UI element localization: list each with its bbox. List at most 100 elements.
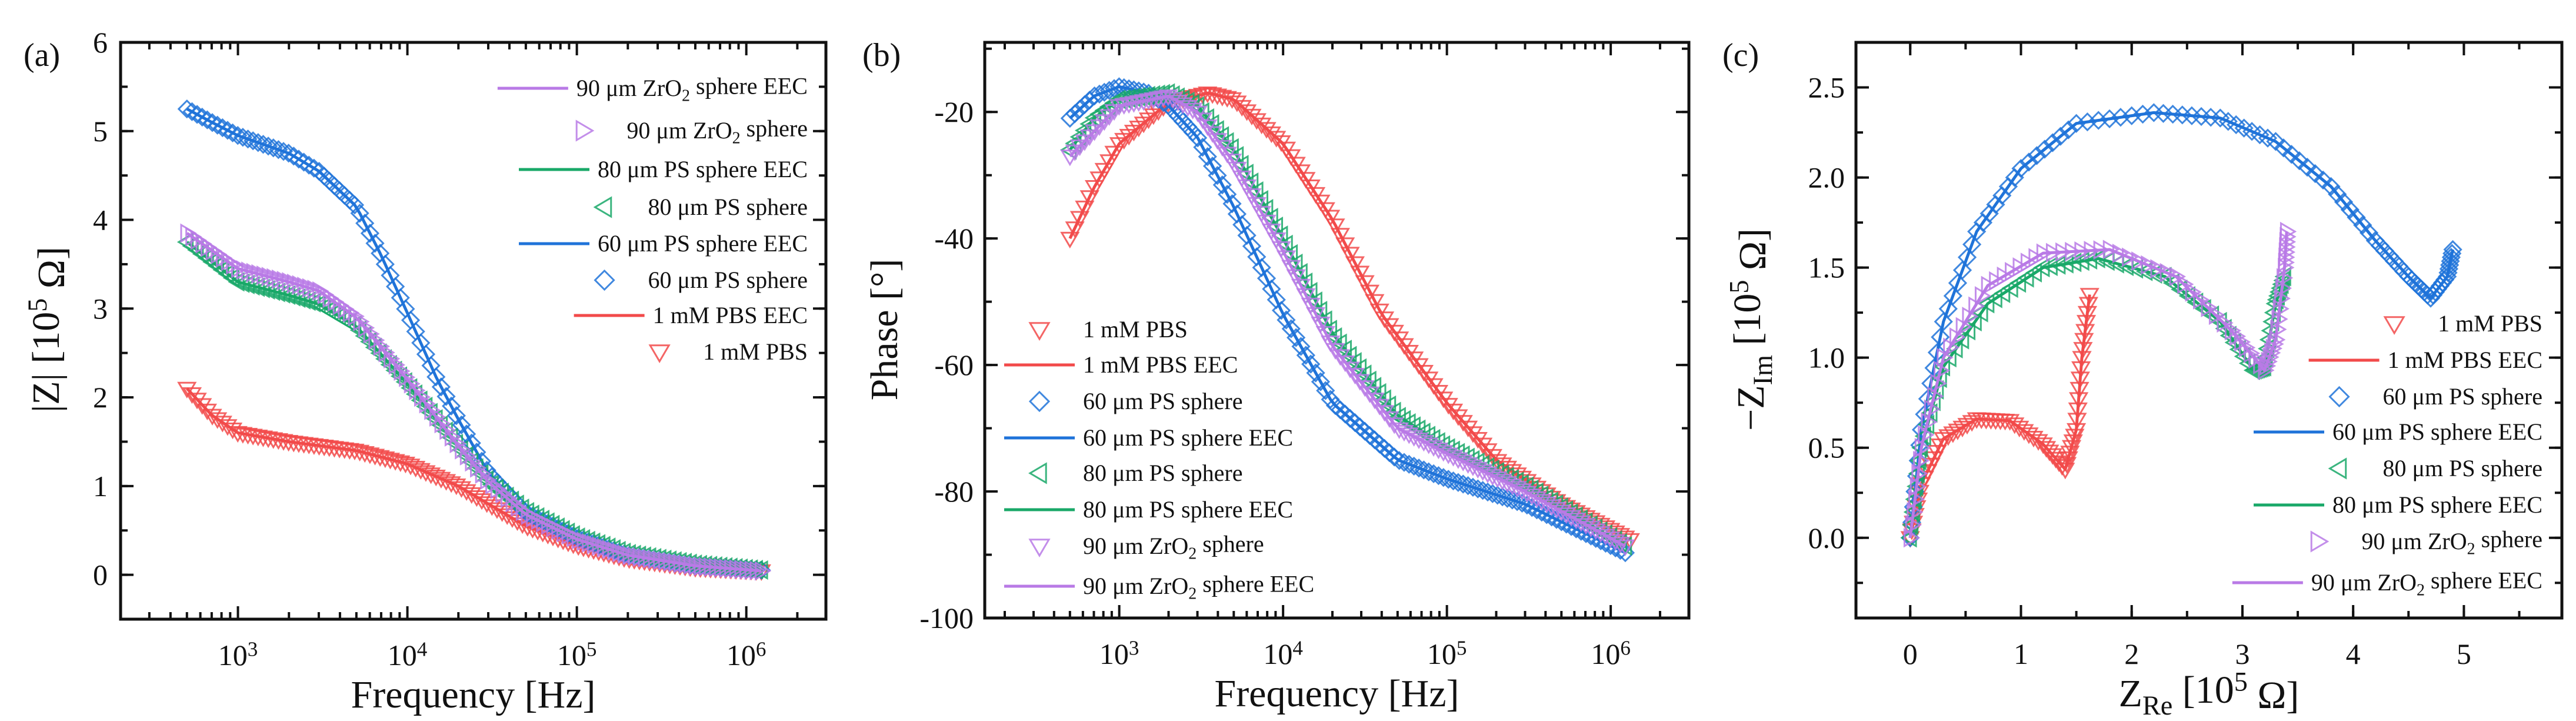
data-point-zro90 (1252, 205, 1272, 223)
data-point-ps60 (1938, 299, 1958, 318)
text-run: Ω] (30, 247, 73, 298)
data-point-zro90 (582, 533, 599, 553)
text-run: Ω] (1731, 228, 1774, 280)
ticks (1856, 42, 2562, 618)
text-run: sphere EEC (1197, 570, 1314, 597)
subscript: Re (2142, 690, 2172, 720)
legend-entry: 80 μm PS sphere (593, 194, 808, 220)
superscript: 6 (1620, 636, 1631, 659)
x-tick-label: 1 (2014, 637, 2028, 670)
data-point-ps60 (2078, 112, 2097, 132)
data-point-ps60 (365, 234, 385, 253)
data-point-ps60 (2347, 208, 2366, 227)
legend-marker-symbol (594, 269, 615, 291)
legend-entry: 80 μm PS sphere (1028, 460, 1242, 486)
y-tick-label: 6 (93, 26, 108, 59)
data-point-zro90 (286, 273, 304, 294)
legend-marker-symbol (2328, 386, 2350, 408)
data-point-zro90 (1311, 316, 1331, 334)
text-run: 60 μm PS sphere EEC (1083, 424, 1293, 451)
data-point-zro90 (2122, 247, 2139, 267)
data-point-ps60 (177, 99, 196, 119)
data-point-zro90 (480, 470, 497, 490)
legend-label: 1 mM PBS (1083, 316, 1188, 343)
data-point-zro90 (571, 530, 589, 550)
data-point-zro90 (511, 497, 528, 517)
data-point-ps60 (2100, 109, 2120, 128)
ticks (985, 42, 1689, 619)
text-run: |Z| [10 (25, 312, 68, 413)
legend-entry: 80 μm PS sphere EEC (2254, 491, 2542, 518)
data-point-ps80 (2025, 263, 2042, 283)
legend-label: 80 μm PS sphere EEC (1083, 496, 1293, 523)
data-point-zro90 (1286, 269, 1306, 286)
data-point-pbs (187, 393, 207, 410)
data-point-zro90 (2169, 267, 2186, 287)
data-point-ps60 (1291, 337, 1311, 356)
y-tick-label: -100 (919, 602, 974, 634)
data-point-zro90 (292, 275, 309, 295)
data-point-zro90 (444, 427, 462, 447)
axes-frame (1854, 41, 2564, 620)
data-point-zro90 (607, 541, 624, 561)
text-run: 90 μm ZrO (2311, 569, 2417, 596)
series-pbs (1900, 288, 2100, 548)
y-tick-label: 4 (93, 204, 108, 237)
data-point-zro90 (2036, 243, 2054, 263)
legend-marker-symbol (593, 196, 612, 218)
text-run: 1 mM PBS EEC (2388, 347, 2542, 373)
data-point-pbs (1232, 99, 1252, 117)
y-tick-label: 5 (93, 115, 108, 148)
superscript: 5 (1457, 636, 1467, 659)
data-point-zro90 (1615, 539, 1635, 556)
data-point-zro90 (505, 493, 522, 513)
data-point-pbs (2058, 451, 2078, 469)
legend: 1 mM PBS 1 mM PBS EEC 60 μm PS sphere 60 μm… (1004, 316, 1314, 603)
data-point-zro90 (2177, 274, 2194, 294)
data-point-zro90 (368, 330, 385, 350)
data-point-pbs (1355, 275, 1375, 292)
legend-label: 80 μm PS sphere EEC (2332, 491, 2542, 518)
data-point-zro90 (602, 539, 619, 559)
legend-entry: 1 mM PBS (1028, 316, 1188, 343)
text-run: 80 μm PS sphere EEC (598, 156, 808, 182)
legend-marker-symbol (575, 119, 595, 142)
series-pbs (177, 381, 771, 582)
eec-fit-line-zro90 (1069, 95, 1627, 548)
y-tick-label: 0.5 (1808, 431, 1845, 464)
legend-entry: 1 mM PBS EEC (2308, 347, 2542, 373)
series-zro90 (180, 223, 772, 581)
data-point-pbs (1267, 131, 1287, 148)
legend-label: 1 mM PBS (703, 338, 808, 365)
axes-frame (119, 41, 828, 621)
data-point-pbs (1069, 211, 1090, 228)
data-point-zro90 (2028, 248, 2045, 268)
data-point-pbs (2065, 428, 2085, 446)
legend-marker-symbol (2328, 457, 2347, 480)
data-point-pbs (1065, 221, 1085, 238)
data-point-ps80 (1900, 528, 1917, 548)
data-point-ps60 (452, 415, 471, 435)
data-point-zro90 (2012, 257, 2030, 277)
y-tick-label: -20 (934, 95, 974, 128)
subscript: 2 (1188, 544, 1197, 563)
legend-marker-symbol (1028, 322, 1051, 341)
legend-label: 1 mM PBS EEC (1083, 351, 1238, 378)
legend-marker-symbol (1028, 539, 1051, 557)
data-point-pbs (2055, 463, 2075, 480)
data-point-zro90 (373, 336, 391, 357)
subscript: 2 (2467, 540, 2475, 558)
data-point-zro90 (576, 531, 594, 551)
text-run: Ω] (2248, 674, 2300, 717)
data-point-ps60 (1212, 175, 1232, 195)
data-point-zro90 (2248, 349, 2265, 369)
text-run: 10 (1591, 637, 1620, 670)
data-point-pbs (1369, 303, 1389, 321)
data-point-ps60 (2067, 114, 2086, 133)
legend-label: 1 mM PBS EEC (653, 302, 808, 328)
data-point-zro90 (348, 306, 365, 326)
legend-entry: 60 μm PS sphere EEC (1004, 424, 1293, 451)
data-point-ps60 (2443, 240, 2462, 260)
